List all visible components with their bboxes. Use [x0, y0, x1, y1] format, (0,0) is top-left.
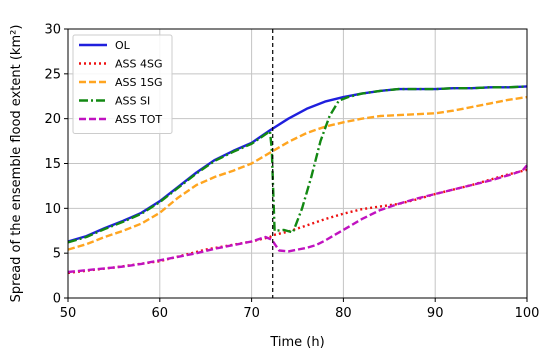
y-tick-label: 20 — [44, 112, 61, 127]
y-tick-label: 10 — [44, 202, 61, 217]
axis-ticks: 50 60 70 80 90 100 0 5 10 15 20 25 30 — [44, 23, 539, 322]
y-tick-label: 5 — [53, 247, 61, 262]
series-line-3 — [67, 85, 528, 244]
legend-label: ASS 4SG — [115, 58, 163, 71]
x-axis-label: Time (h) — [269, 335, 324, 350]
legend-label: ASS SI — [115, 95, 150, 108]
y-axis-label: Spread of the ensemble flood extent (km²… — [9, 25, 24, 303]
series-line-4 — [67, 164, 528, 274]
plot-series — [67, 85, 528, 275]
y-tick-label: 25 — [44, 67, 61, 82]
legend-label: ASS 1SG — [115, 76, 163, 89]
x-tick-label: 60 — [152, 306, 169, 321]
x-tick-label: 90 — [427, 306, 444, 321]
series-line-0 — [67, 85, 528, 243]
x-tick-label: 50 — [60, 306, 77, 321]
series-line-2 — [67, 95, 528, 251]
y-tick-label: 15 — [44, 157, 61, 172]
y-tick-label: 0 — [53, 292, 61, 307]
legend-box — [72, 34, 173, 134]
x-tick-label: 70 — [243, 306, 260, 321]
x-tick-label: 80 — [335, 306, 352, 321]
y-tick-label: 30 — [44, 23, 61, 38]
legend-label: ASS TOT — [115, 113, 162, 126]
legend-label: OL — [115, 39, 131, 52]
legend: OL ASS 4SG ASS 1SG ASS SI ASS TOT — [72, 34, 173, 134]
x-tick-label: 100 — [515, 306, 539, 321]
